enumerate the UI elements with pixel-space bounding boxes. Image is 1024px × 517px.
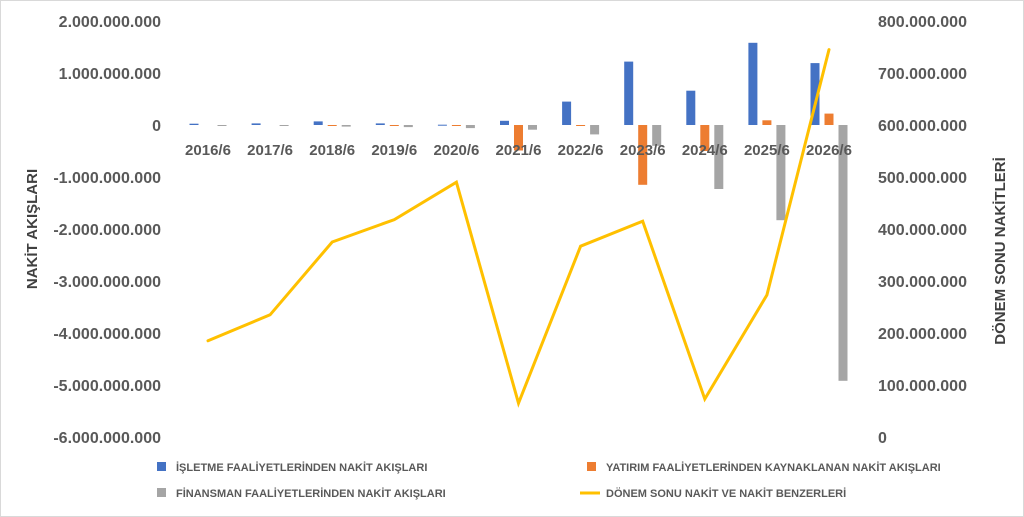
right-axis-ticks: 800.000.000 700.000.000 600.000.000 500.000… (878, 14, 967, 447)
right-tick-label: 100.000.000 (878, 378, 967, 395)
legend-label-1: İŞLETME FAALİYETLERİNDEN NAKİT AKIŞLARI (176, 461, 427, 474)
bar-1-2023-6 (624, 61, 634, 125)
bar-3-2019-6 (403, 125, 413, 128)
bar-2-2023-6 (638, 125, 648, 185)
bar-2-2024-6 (700, 125, 710, 151)
left-tick-label: -4.000.000.000 (53, 326, 161, 343)
bars-layer (189, 42, 848, 381)
bar-2-2021-6 (514, 125, 523, 151)
category-label-2017-6: 2017/6 (247, 142, 293, 159)
category-label-2022-6: 2022/6 (558, 142, 604, 159)
bar-3-2017-6 (279, 125, 289, 126)
legend-label-4: DÖNEM SONU NAKİT VE NAKİT BENZERLERİ (606, 487, 846, 500)
legend: İŞLETME FAALİYETLERİNDEN NAKİT AKIŞLARI Y… (157, 461, 941, 500)
bar-1-2026-6 (810, 63, 820, 125)
right-tick-label: 600.000.000 (878, 118, 967, 135)
left-tick-label: 2.000.000.000 (59, 14, 161, 31)
bar-3-2020-6 (465, 125, 475, 129)
category-label-2019-6: 2019/6 (371, 142, 417, 159)
bar-1-2021-6 (500, 120, 509, 125)
right-tick-label: 700.000.000 (878, 66, 967, 83)
right-tick-label: 200.000.000 (878, 326, 967, 343)
bar-3-2018-6 (341, 125, 351, 127)
bar-2-2025-6 (762, 120, 772, 125)
bar-2-2019-6 (389, 125, 399, 126)
left-tick-label: -5.000.000.000 (53, 378, 161, 395)
bar-3-2024-6 (714, 125, 724, 189)
left-tick-label: -2.000.000.000 (53, 222, 161, 239)
category-label-2018-6: 2018/6 (309, 142, 355, 159)
category-axis-ticks: 2016/6 2017/6 2018/6 2019/6 2020/6 2021/6 2022… (185, 142, 852, 159)
right-tick-label: 500.000.000 (878, 170, 967, 187)
bar-3-2026-6 (838, 125, 848, 381)
category-label-2025-6: 2025/6 (744, 142, 790, 159)
left-tick-label: 1.000.000.000 (59, 66, 161, 83)
bar-3-2021-6 (528, 125, 537, 130)
bar-2-2018-6 (327, 125, 337, 126)
right-tick-label: 800.000.000 (878, 14, 967, 31)
bar-1-2020-6 (437, 124, 447, 126)
bar-1-2025-6 (748, 42, 758, 125)
bar-2-2026-6 (824, 113, 834, 125)
bar-2-2022-6 (576, 125, 586, 126)
left-axis-title: NAKİT AKIŞLARI (24, 169, 41, 289)
legend-swatch-3 (157, 488, 166, 497)
bar-3-2016-6 (217, 125, 227, 126)
bar-3-2025-6 (776, 125, 786, 221)
category-label-2016-6: 2016/6 (185, 142, 231, 159)
right-tick-label: 300.000.000 (878, 274, 967, 291)
right-axis-title: DÖNEM SONU NAKİTLERİ (992, 157, 1009, 345)
bar-1-2018-6 (313, 121, 323, 125)
bar-1-2022-6 (562, 101, 572, 125)
bar-1-2024-6 (686, 90, 696, 125)
category-label-2023-6: 2023/6 (620, 142, 666, 159)
legend-label-2: YATIRIM FAALİYETLERİNDEN KAYNAKLANAN NAK… (606, 461, 941, 474)
category-label-2021-6: 2021/6 (496, 142, 542, 159)
left-axis-ticks: 2.000.000.000 1.000.000.000 0 -1.000.000.00… (53, 14, 161, 447)
left-tick-label: 0 (152, 118, 161, 135)
left-tick-label: -6.000.000.000 (53, 430, 161, 447)
category-label-2026-6: 2026/6 (806, 142, 852, 159)
category-label-2020-6: 2020/6 (433, 142, 479, 159)
legend-swatch-1 (157, 462, 166, 471)
right-tick-label: 0 (878, 430, 887, 447)
right-tick-label: 400.000.000 (878, 222, 967, 239)
left-tick-label: -1.000.000.000 (53, 170, 161, 187)
bar-3-2022-6 (590, 125, 600, 135)
legend-swatch-2 (587, 462, 596, 471)
plot-area (177, 21, 860, 437)
category-label-2024-6: 2024/6 (682, 142, 728, 159)
cash-balance-line (206, 48, 831, 408)
legend-label-3: FİNANSMAN FAALİYETLERİNDEN NAKİT AKIŞLAR… (176, 487, 446, 500)
bar-3-2023-6 (652, 125, 662, 146)
line-layer (206, 48, 831, 408)
bar-2-2020-6 (451, 125, 461, 126)
bar-1-2016-6 (189, 123, 199, 125)
bar-1-2019-6 (375, 123, 385, 125)
bar-1-2017-6 (251, 123, 261, 125)
left-tick-label: -3.000.000.000 (53, 274, 161, 291)
